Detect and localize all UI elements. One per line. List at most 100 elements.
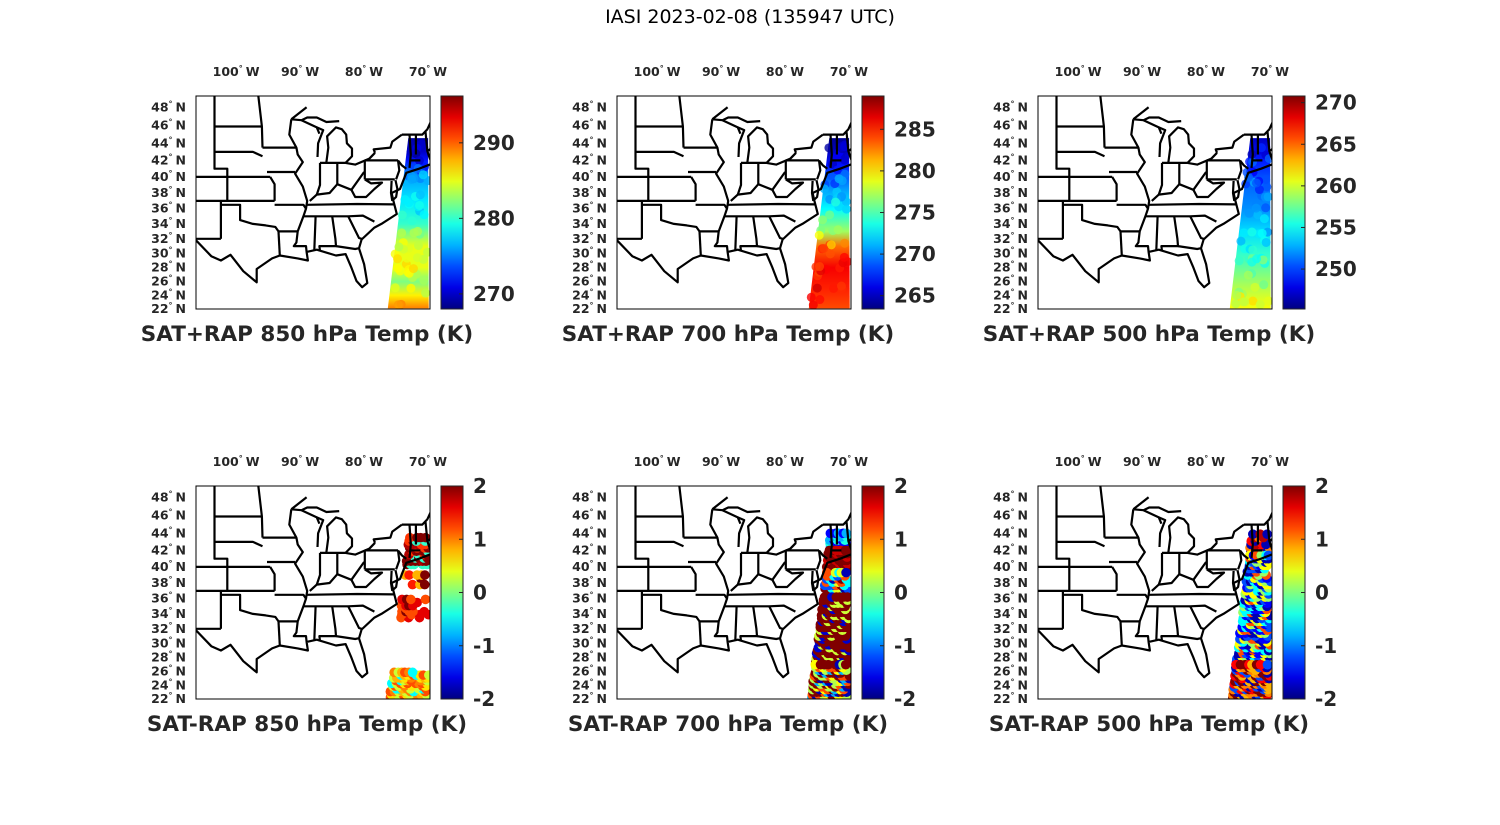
lat-tick-label: 32° N [151, 231, 186, 246]
map-axes-background [196, 486, 430, 699]
lat-tick-label: 44° N [993, 135, 1028, 150]
state-boundary [1155, 216, 1159, 251]
state-boundary [695, 203, 728, 210]
state-boundary [269, 566, 276, 591]
data-point [1251, 178, 1261, 188]
state-boundary [1062, 593, 1122, 623]
lat-tick-label: 48° N [572, 489, 607, 504]
state-boundary [307, 592, 395, 596]
state-boundary [257, 96, 264, 148]
state-boundary [220, 203, 280, 233]
figure-title: IASI 2023-02-08 (135947 UTC) [605, 6, 895, 28]
data-point [1263, 192, 1272, 202]
lon-tick-label: 90° W [702, 64, 740, 79]
state-boundary [408, 134, 412, 169]
state-boundary [220, 593, 280, 623]
state-boundary [309, 561, 365, 592]
state-boundary [1133, 506, 1182, 514]
lat-tick-label: 46° N [572, 508, 607, 523]
state-boundary [711, 106, 729, 121]
lat-tick-label: 24° N [993, 287, 1028, 302]
data-point [407, 579, 418, 590]
colorbar-tick-label: -1 [473, 634, 495, 658]
state-boundary [1111, 566, 1118, 591]
lon-tick-label: 80° W [766, 454, 804, 469]
lat-tick-label: 30° N [993, 245, 1028, 260]
lat-tick-label: 34° N [572, 216, 607, 231]
map-content [196, 96, 430, 309]
state-boundary [277, 231, 281, 256]
data-point [397, 228, 407, 238]
lon-tick-label: 70° W [409, 64, 447, 79]
lat-tick-label: 46° N [151, 118, 186, 133]
colorbar-tick-label: 1 [894, 527, 908, 551]
state-boundary [315, 552, 322, 585]
state-boundary [641, 593, 701, 623]
colorbar [440, 95, 464, 310]
state-boundary [1038, 147, 1272, 289]
state-boundary [1119, 621, 1123, 646]
lat-tick-label: 46° N [151, 508, 186, 523]
map-frame [195, 95, 431, 310]
state-boundary [214, 540, 263, 548]
lat-tick-label: 40° N [151, 559, 186, 574]
lat-tick-label: 42° N [572, 542, 607, 557]
state-boundary [1187, 152, 1218, 166]
state-boundary [408, 524, 412, 559]
lat-tick-label: 24° N [572, 287, 607, 302]
state-boundary [768, 605, 783, 630]
state-boundary [325, 126, 354, 164]
state-boundary [424, 131, 429, 152]
state-boundary [1177, 245, 1201, 251]
data-point [407, 216, 417, 226]
data-point [406, 283, 416, 293]
lat-tick-label: 40° N [993, 559, 1028, 574]
state-boundary [810, 180, 815, 202]
data-point [839, 252, 849, 262]
lat-tick-label: 22° N [572, 691, 607, 706]
lat-tick-label: 38° N [572, 575, 607, 590]
lat-tick-label: 44° N [993, 525, 1028, 540]
colorbar-tick-label: 2 [894, 474, 908, 498]
data-point [419, 210, 429, 220]
state-boundary [746, 516, 775, 554]
state-boundary [1116, 593, 1149, 600]
state-boundary [737, 126, 746, 158]
lat-tick-label: 24° N [151, 287, 186, 302]
state-boundary [768, 215, 783, 240]
state-boundary [1130, 119, 1151, 253]
lon-tick-label: 90° W [1123, 64, 1161, 79]
lon-tick-label: 90° W [1123, 454, 1161, 469]
state-boundary [274, 203, 307, 210]
state-boundary [335, 635, 359, 641]
state-boundary [1189, 215, 1204, 240]
state-boundary [401, 510, 430, 526]
data-point [406, 594, 416, 605]
data-point [415, 200, 425, 210]
data-point [420, 570, 430, 580]
data-point [1262, 182, 1272, 192]
state-boundary [709, 119, 730, 253]
lat-tick-label: 24° N [151, 677, 186, 692]
lat-tick-label: 24° N [993, 677, 1028, 692]
colorbar-tick-label: -2 [1315, 687, 1337, 711]
state-boundary [1189, 605, 1204, 630]
state-boundary [1151, 561, 1207, 592]
state-boundary [634, 486, 650, 591]
state-boundary [730, 171, 786, 202]
lon-tick-label: 70° W [830, 454, 868, 469]
state-boundary [1266, 131, 1271, 152]
data-point [1243, 270, 1253, 280]
lat-tick-label: 26° N [151, 664, 186, 679]
data-point [827, 171, 837, 181]
data-point [421, 288, 430, 298]
map-panel-3: 100° W 90° W 80° W 70° W 48° N 46° N 44° N 42° N 40° N38°… [983, 64, 1357, 347]
state-boundary [1243, 510, 1272, 526]
colorbar-tick-label: 270 [1315, 91, 1357, 115]
data-point [408, 264, 418, 274]
data-point [1256, 143, 1266, 153]
state-boundary [1143, 119, 1163, 135]
data-point [815, 262, 825, 272]
state-boundary [392, 569, 399, 591]
lat-tick-label: 42° N [151, 152, 186, 167]
